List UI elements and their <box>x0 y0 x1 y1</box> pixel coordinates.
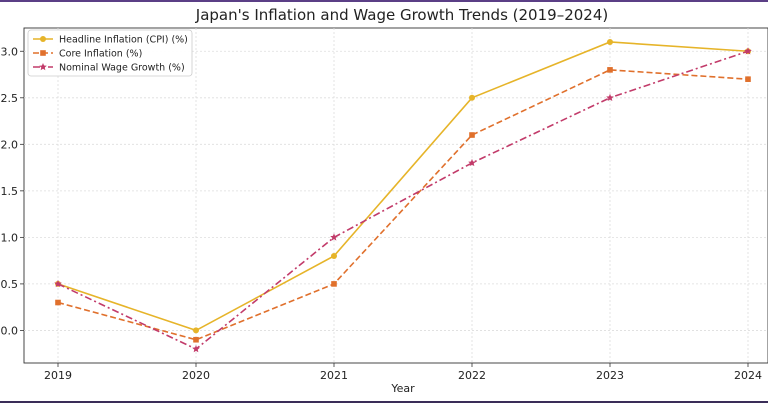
series-line <box>57 69 749 341</box>
legend-label: Nominal Wage Growth (%) <box>59 63 185 74</box>
x-axis-label: Year <box>390 382 415 395</box>
y-tick-label: 1.0 <box>1 231 19 244</box>
data-point <box>607 38 613 45</box>
y-axis-ticks: 0.0 0.5 1.0 1.5 2.0 2.5 3.0 <box>1 45 24 337</box>
data-point <box>744 47 752 55</box>
data-point <box>331 252 337 259</box>
x-tick-label: 2022 <box>458 369 486 382</box>
series-3 <box>54 47 752 353</box>
top-border <box>0 0 768 2</box>
y-tick-label: 2.0 <box>1 138 19 151</box>
data-point <box>469 94 475 101</box>
data-point <box>55 299 61 306</box>
chart-title: Japan's Inflation and Wage Growth Trends… <box>195 6 608 24</box>
data-point <box>330 233 338 241</box>
legend-label: Core Inflation (%) <box>59 49 142 60</box>
x-tick-label: 2019 <box>44 369 72 382</box>
legend-box <box>27 29 193 77</box>
y-tick-label: 2.5 <box>1 92 19 105</box>
legend-marker <box>39 63 47 71</box>
y-tick-label: 1.5 <box>1 185 19 198</box>
legend-marker <box>40 36 46 42</box>
bottom-border <box>0 401 768 403</box>
series-line <box>57 50 749 350</box>
data-point <box>192 345 200 353</box>
data-point <box>54 279 62 288</box>
x-tick-label: 2024 <box>734 369 762 382</box>
x-tick-label: 2023 <box>596 369 624 382</box>
legend-marker <box>40 50 46 56</box>
legend: Headline Inflation (CPI) (%) Core Inflati… <box>27 29 193 77</box>
y-tick-label: 0.0 <box>1 324 19 337</box>
data-point <box>331 281 337 287</box>
series-line <box>57 41 749 332</box>
x-tick-label: 2021 <box>320 369 348 382</box>
legend-label: Headline Inflation (CPI) (%) <box>59 35 188 46</box>
data-point <box>607 67 613 73</box>
data-point <box>469 132 475 138</box>
data-point <box>193 327 199 334</box>
data-point <box>468 158 476 167</box>
data-point <box>193 336 199 343</box>
data-point <box>745 76 751 82</box>
data-point <box>606 93 614 102</box>
x-axis-ticks: 2019 2020 2021 2022 2023 2024 <box>44 363 762 382</box>
y-tick-label: 0.5 <box>1 278 19 291</box>
series-2 <box>55 67 751 343</box>
y-tick-label: 3.0 <box>1 45 19 58</box>
x-tick-label: 2020 <box>182 369 210 382</box>
plot-area <box>23 27 768 364</box>
series-group <box>54 38 752 353</box>
